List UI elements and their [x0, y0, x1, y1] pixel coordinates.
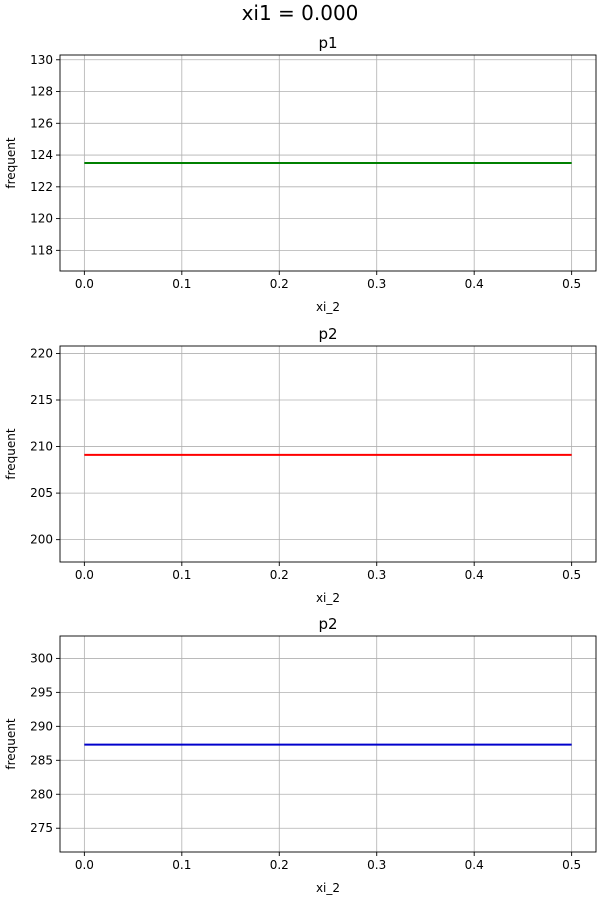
y-tick-label: 118 [30, 243, 53, 257]
y-axis-label: frequent [4, 718, 18, 769]
x-tick-label: 0.0 [75, 568, 94, 582]
y-tick-label: 300 [30, 651, 53, 665]
x-tick-label: 0.3 [367, 568, 386, 582]
x-tick-label: 0.0 [75, 277, 94, 291]
x-tick-label: 0.5 [562, 858, 581, 872]
subplot-1: 0.0 0.1 0.2 0.3 0.4 0.5 118 120 122 124 126 128 130 p… [4, 34, 597, 314]
x-axis-label: xi_2 [316, 881, 340, 895]
y-tick-label: 295 [30, 685, 53, 699]
y-tick-label: 220 [30, 346, 53, 360]
x-axis-label: xi_2 [316, 591, 340, 605]
x-tick-label: 0.5 [562, 568, 581, 582]
axes-frame [59, 54, 597, 272]
y-tick-label: 124 [30, 148, 53, 162]
x-tick-label: 0.2 [270, 858, 289, 872]
x-tick-label: 0.3 [367, 277, 386, 291]
subplot-2: 0.0 0.1 0.2 0.3 0.4 0.5 200 205 210 215 220 p2 xi_2 f… [4, 325, 597, 605]
y-tick-label: 275 [30, 821, 53, 835]
subplot-title: p2 [318, 615, 337, 633]
y-axis-label: frequent [4, 428, 18, 479]
x-tick-label: 0.1 [172, 568, 191, 582]
x-axis-label: xi_2 [316, 300, 340, 314]
y-tick-label: 215 [30, 393, 53, 407]
y-axis-label: frequent [4, 137, 18, 188]
y-tick-label: 205 [30, 486, 53, 500]
y-tick-label: 120 [30, 212, 53, 226]
axes-frame [59, 345, 597, 563]
x-tick-label: 0.4 [465, 277, 484, 291]
y-tick-label: 285 [30, 753, 53, 767]
y-tick-label: 126 [30, 116, 53, 130]
x-tick-label: 0.5 [562, 277, 581, 291]
subplot-title: p2 [318, 325, 337, 343]
x-tick-label: 0.1 [172, 858, 191, 872]
subplot-title: p1 [318, 34, 337, 52]
axes-frame [59, 635, 597, 853]
y-tick-label: 210 [30, 440, 53, 454]
x-tick-label: 0.1 [172, 277, 191, 291]
figure-suptitle: xi1 = 0.000 [241, 1, 359, 25]
x-tick-label: 0.0 [75, 858, 94, 872]
x-tick-label: 0.2 [270, 277, 289, 291]
x-tick-label: 0.4 [465, 858, 484, 872]
y-tick-label: 128 [30, 85, 53, 99]
subplot-3: 0.0 0.1 0.2 0.3 0.4 0.5 275 280 285 290 295 300 p2 xi… [4, 615, 597, 895]
y-tick-label: 122 [30, 180, 53, 194]
y-tick-label: 280 [30, 787, 53, 801]
x-tick-label: 0.3 [367, 858, 386, 872]
x-tick-label: 0.4 [465, 568, 484, 582]
y-tick-label: 290 [30, 719, 53, 733]
y-tick-label: 200 [30, 533, 53, 547]
x-tick-label: 0.2 [270, 568, 289, 582]
y-tick-label: 130 [30, 53, 53, 67]
